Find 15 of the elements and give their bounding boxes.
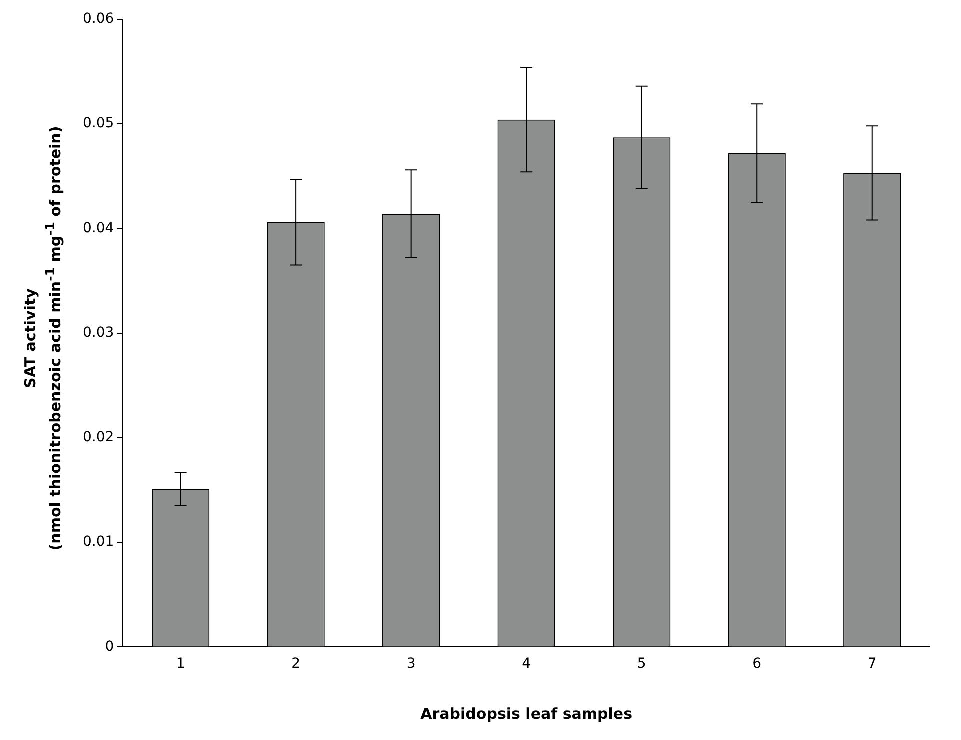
x-tick-label: 1	[176, 656, 186, 672]
y-tick-label: 0.01	[83, 534, 114, 550]
x-tick-label: 2	[292, 656, 301, 672]
x-axis-title: Arabidopsis leaf samples	[420, 704, 633, 723]
y-tick-label: 0.04	[83, 220, 114, 236]
y-tick-label: 0	[105, 638, 114, 655]
y-tick-label: 0.02	[83, 430, 114, 446]
y-tick-label: 0.05	[83, 116, 114, 132]
y-tick-label: 0.03	[83, 324, 114, 341]
x-tick-label: 7	[868, 656, 877, 672]
y-tick-label: 0.06	[83, 11, 114, 28]
x-tick-label: 6	[752, 656, 762, 672]
x-tick-label: 3	[406, 656, 416, 672]
x-tick-label: 4	[522, 656, 532, 672]
x-tick-label: 5	[637, 656, 646, 672]
